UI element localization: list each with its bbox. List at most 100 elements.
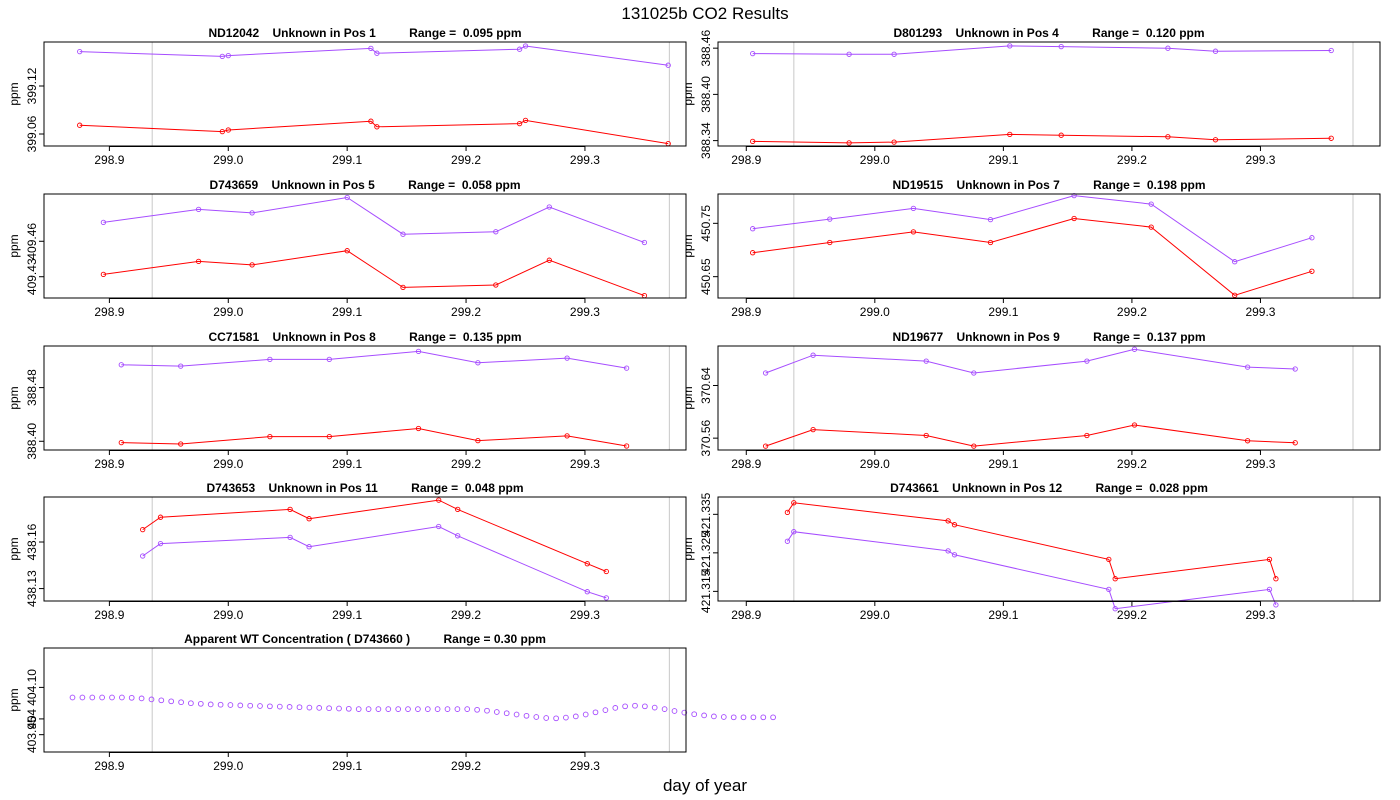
data-point-lower (400, 284, 406, 291)
panel-p2: D801293 Unknown in Pos 4 Range = 0.120 p… (681, 26, 1381, 167)
panel-title: ND19677 Unknown in Pos 9 Range = 0.137 p… (892, 330, 1205, 344)
series-line-upper (142, 525, 607, 599)
plot-frame (717, 41, 1381, 147)
y-tick-label: 409.46 (25, 223, 39, 260)
x-tick-label: 299.3 (1245, 457, 1275, 471)
y-tick-label: 421.315 (699, 569, 713, 613)
x-tick-label: 298.9 (731, 153, 761, 167)
data-point-WT (582, 711, 589, 718)
y-tick-label: 370.64 (699, 367, 713, 404)
panel-title: ND12042 Unknown in Pos 1 Range = 0.095 p… (208, 26, 521, 40)
data-point-lower (951, 522, 958, 528)
data-point-lower (827, 239, 833, 246)
data-point-upper (784, 538, 791, 544)
data-point-upper (623, 365, 630, 371)
x-tick-label: 299.0 (213, 608, 243, 622)
data-point-lower (140, 526, 146, 533)
data-point-WT (434, 706, 441, 712)
data-point-upper (475, 360, 481, 366)
panel-title: D743659 Unknown in Pos 5 Range = 0.058 p… (209, 178, 520, 192)
x-tick-label: 299.0 (860, 153, 890, 167)
data-point-lower (1071, 215, 1077, 222)
data-point-WT (691, 711, 698, 718)
data-point-upper (584, 589, 590, 595)
y-tick-label: 404.10 (25, 669, 39, 706)
data-point-WT (217, 701, 224, 708)
data-point-WT (207, 701, 214, 708)
x-tick-label: 299.2 (451, 153, 481, 167)
data-point-WT (415, 706, 421, 712)
data-point-lower (750, 250, 756, 256)
y-axis-label: ppm (681, 537, 695, 560)
y-axis-label: ppm (7, 234, 21, 257)
data-point-WT (592, 709, 599, 716)
data-point-lower (1328, 135, 1334, 141)
data-point-WT (345, 705, 352, 712)
data-point-WT (267, 703, 273, 710)
y-tick-label: 399.06 (25, 115, 39, 152)
data-point-WT (632, 702, 638, 709)
data-point-WT (296, 704, 303, 711)
data-point-WT (671, 708, 678, 714)
panels-container: ND12042 Unknown in Pos 1 Range = 0.095 p… (7, 26, 1381, 773)
x-tick-label: 298.9 (731, 305, 761, 319)
data-point-upper (987, 216, 994, 223)
data-point-upper (178, 363, 184, 369)
x-tick-label: 299.0 (860, 457, 890, 471)
data-point-lower (219, 128, 225, 135)
data-point-WT (326, 705, 332, 712)
data-point-WT (493, 709, 500, 715)
data-point-upper (1273, 602, 1279, 608)
data-point-upper (827, 216, 833, 222)
data-point-upper (846, 51, 852, 57)
series-line-upper (752, 195, 1313, 263)
data-point-upper (750, 226, 756, 232)
data-point-lower (784, 509, 791, 516)
data-point-WT (553, 715, 559, 722)
data-point-WT (138, 695, 145, 702)
data-point-lower (603, 568, 609, 575)
series-line-lower (752, 217, 1313, 296)
data-point-WT (770, 714, 776, 721)
data-point-WT (513, 711, 520, 718)
y-tick-label: 388.40 (25, 423, 39, 460)
data-point-lower (546, 257, 552, 263)
y-tick-label: 438.13 (25, 570, 39, 607)
y-tick-label: 403.95 (25, 716, 39, 753)
data-point-upper (810, 352, 816, 358)
data-point-upper (750, 50, 756, 57)
data-point-lower (1165, 134, 1171, 140)
data-point-WT (730, 714, 737, 721)
y-axis-label: ppm (681, 234, 695, 257)
x-tick-label: 299.2 (1117, 608, 1147, 622)
data-point-upper (910, 205, 917, 212)
panel-p7: D743653 Unknown in Pos 11 Range = 0.048 … (7, 481, 687, 622)
x-tick-label: 299.1 (988, 305, 1018, 319)
series-line-lower (121, 427, 627, 447)
data-point-upper (1309, 235, 1315, 241)
data-point-WT (69, 694, 76, 701)
x-tick-label: 299.3 (1245, 608, 1275, 622)
data-point-lower (750, 138, 756, 145)
data-point-upper (1106, 586, 1112, 593)
x-axis-label: day of year (663, 776, 747, 795)
data-point-lower (623, 443, 630, 449)
panel-p9: Apparent WT Concentration ( D743660 ) Ra… (7, 632, 776, 773)
x-tick-label: 299.3 (1245, 153, 1275, 167)
x-tick-label: 299.0 (213, 457, 243, 471)
data-point-lower (987, 239, 994, 246)
data-point-lower (249, 262, 255, 268)
data-point-lower (306, 516, 312, 522)
plot-frame (43, 496, 687, 602)
data-point-WT (148, 696, 155, 703)
data-point-upper (1266, 586, 1273, 593)
y-axis-label: ppm (7, 386, 21, 409)
data-point-WT (405, 706, 411, 712)
data-point-lower (326, 433, 332, 440)
y-tick-label: 388.46 (699, 29, 713, 66)
data-point-lower (1106, 556, 1112, 563)
data-point-upper (1212, 48, 1219, 54)
data-point-upper (415, 348, 422, 355)
data-point-upper (665, 62, 671, 68)
data-point-upper (1232, 259, 1238, 265)
